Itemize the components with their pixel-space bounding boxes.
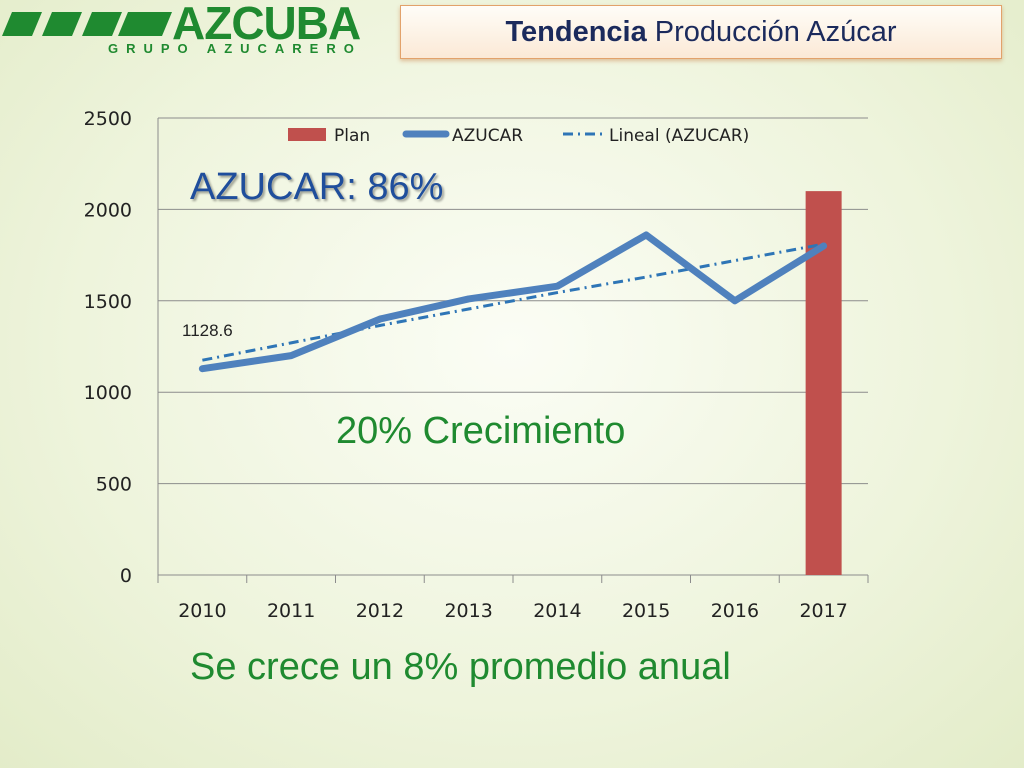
first-value-label: 1128.6 [182, 321, 233, 340]
x-tick-labels: 2010 2011 2012 2013 2014 2015 2016 2017 [178, 600, 848, 622]
legend-label: Plan [334, 126, 370, 146]
y-tick-label: 1000 [84, 382, 132, 404]
logo-subtitle: GRUPO AZUCARERO [108, 41, 362, 56]
y-tick-label: 2000 [84, 199, 132, 221]
legend-label: AZUCAR [452, 126, 523, 146]
logo-stripes-icon [2, 12, 172, 36]
azucar-line [198, 231, 828, 373]
azucar-percentage-note: AZUCAR: 86% [190, 166, 444, 208]
average-growth-note: Se crece un 8% promedio anual [190, 646, 731, 688]
title-bold: Tendencia [505, 15, 647, 48]
y-tick-labels: 0 500 1000 1500 2000 2500 [84, 108, 132, 587]
y-tick-label: 500 [96, 474, 132, 496]
title-rest: Producción Azúcar [654, 15, 897, 48]
y-tick-label: 2500 [84, 108, 132, 130]
x-tick-label: 2017 [799, 600, 847, 622]
y-tick-label: 1500 [84, 291, 132, 313]
x-tick-label: 2011 [267, 600, 315, 622]
x-tick-label: 2016 [711, 600, 759, 622]
trendline [202, 242, 824, 362]
x-tick-label: 2012 [356, 600, 404, 622]
gridlines [157, 117, 869, 583]
azcuba-logo: AZCUBA GRUPO AZUCARERO [0, 0, 372, 58]
y-tick-label: 0 [120, 565, 132, 587]
slide-title: Tendencia Producción Azúcar [400, 5, 1002, 59]
legend: Plan AZUCAR Lineal (AZUCAR) [288, 126, 749, 146]
x-tick-label: 2014 [533, 600, 581, 622]
x-tick-label: 2013 [444, 600, 492, 622]
legend-swatch-plan [288, 128, 326, 141]
growth-note: 20% Crecimiento [336, 410, 626, 452]
x-tick-label: 2015 [622, 600, 670, 622]
x-tick-label: 2010 [178, 600, 226, 622]
logo-brand: AZCUBA [172, 0, 361, 49]
legend-label: Lineal (AZUCAR) [609, 126, 749, 146]
